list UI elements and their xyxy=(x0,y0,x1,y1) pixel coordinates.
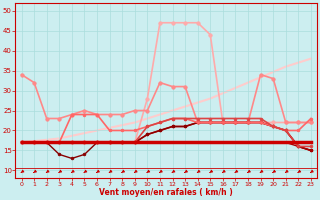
X-axis label: Vent moyen/en rafales ( km/h ): Vent moyen/en rafales ( km/h ) xyxy=(100,188,233,197)
